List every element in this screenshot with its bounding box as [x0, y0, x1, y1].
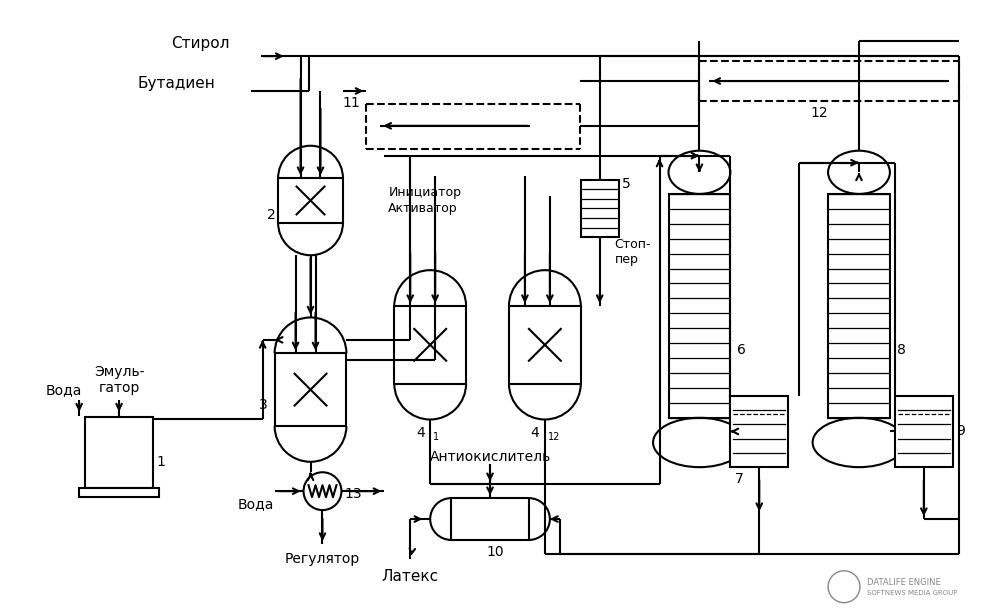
Ellipse shape	[668, 150, 730, 194]
Text: Стоп-
пер: Стоп- пер	[615, 238, 651, 266]
Ellipse shape	[828, 150, 889, 194]
Text: 5: 5	[622, 177, 630, 190]
Text: Стирол: Стирол	[171, 36, 230, 51]
Text: 2: 2	[267, 208, 276, 222]
Bar	[85, 416, 153, 488]
Text: 10: 10	[486, 545, 504, 559]
Ellipse shape	[813, 418, 905, 467]
Ellipse shape	[653, 418, 746, 467]
Text: 6: 6	[737, 343, 746, 357]
Bar	[394, 306, 466, 384]
Bar	[730, 395, 788, 467]
Text: 11: 11	[343, 96, 361, 110]
Text: Эмуль-
гатор: Эмуль- гатор	[94, 365, 144, 395]
Text: Регулятор: Регулятор	[285, 552, 361, 566]
Bar	[828, 194, 889, 418]
Bar	[509, 306, 581, 384]
Bar	[894, 395, 953, 467]
Text: Латекс: Латекс	[381, 569, 439, 585]
Text: 12: 12	[548, 432, 560, 443]
Text: 4: 4	[531, 427, 539, 440]
Text: SOFTNEWS MEDIA GROUP: SOFTNEWS MEDIA GROUP	[867, 589, 957, 596]
Text: 1: 1	[156, 456, 164, 469]
Text: 8: 8	[896, 343, 905, 357]
Text: Инициатор: Инициатор	[388, 186, 461, 199]
Text: 9: 9	[956, 424, 964, 438]
Bar	[451, 498, 529, 540]
Text: 3: 3	[259, 397, 267, 411]
Bar	[668, 194, 730, 418]
Bar	[275, 353, 347, 426]
Bar	[581, 179, 619, 238]
Text: 7: 7	[735, 472, 744, 486]
Bar	[79, 488, 159, 497]
Text: 13: 13	[345, 487, 363, 501]
Text: 12: 12	[811, 106, 828, 120]
Text: 1: 1	[433, 432, 439, 443]
Text: DATALIFE ENGINE: DATALIFE ENGINE	[867, 578, 940, 587]
Text: Антиокислитель: Антиокислитель	[429, 450, 551, 464]
Text: Активатор: Активатор	[388, 202, 458, 215]
Text: Бутадиен: Бутадиен	[137, 76, 215, 90]
Bar	[278, 178, 343, 223]
Text: Вода: Вода	[46, 383, 83, 397]
Text: Вода: Вода	[237, 497, 274, 511]
Text: 4: 4	[416, 427, 424, 440]
